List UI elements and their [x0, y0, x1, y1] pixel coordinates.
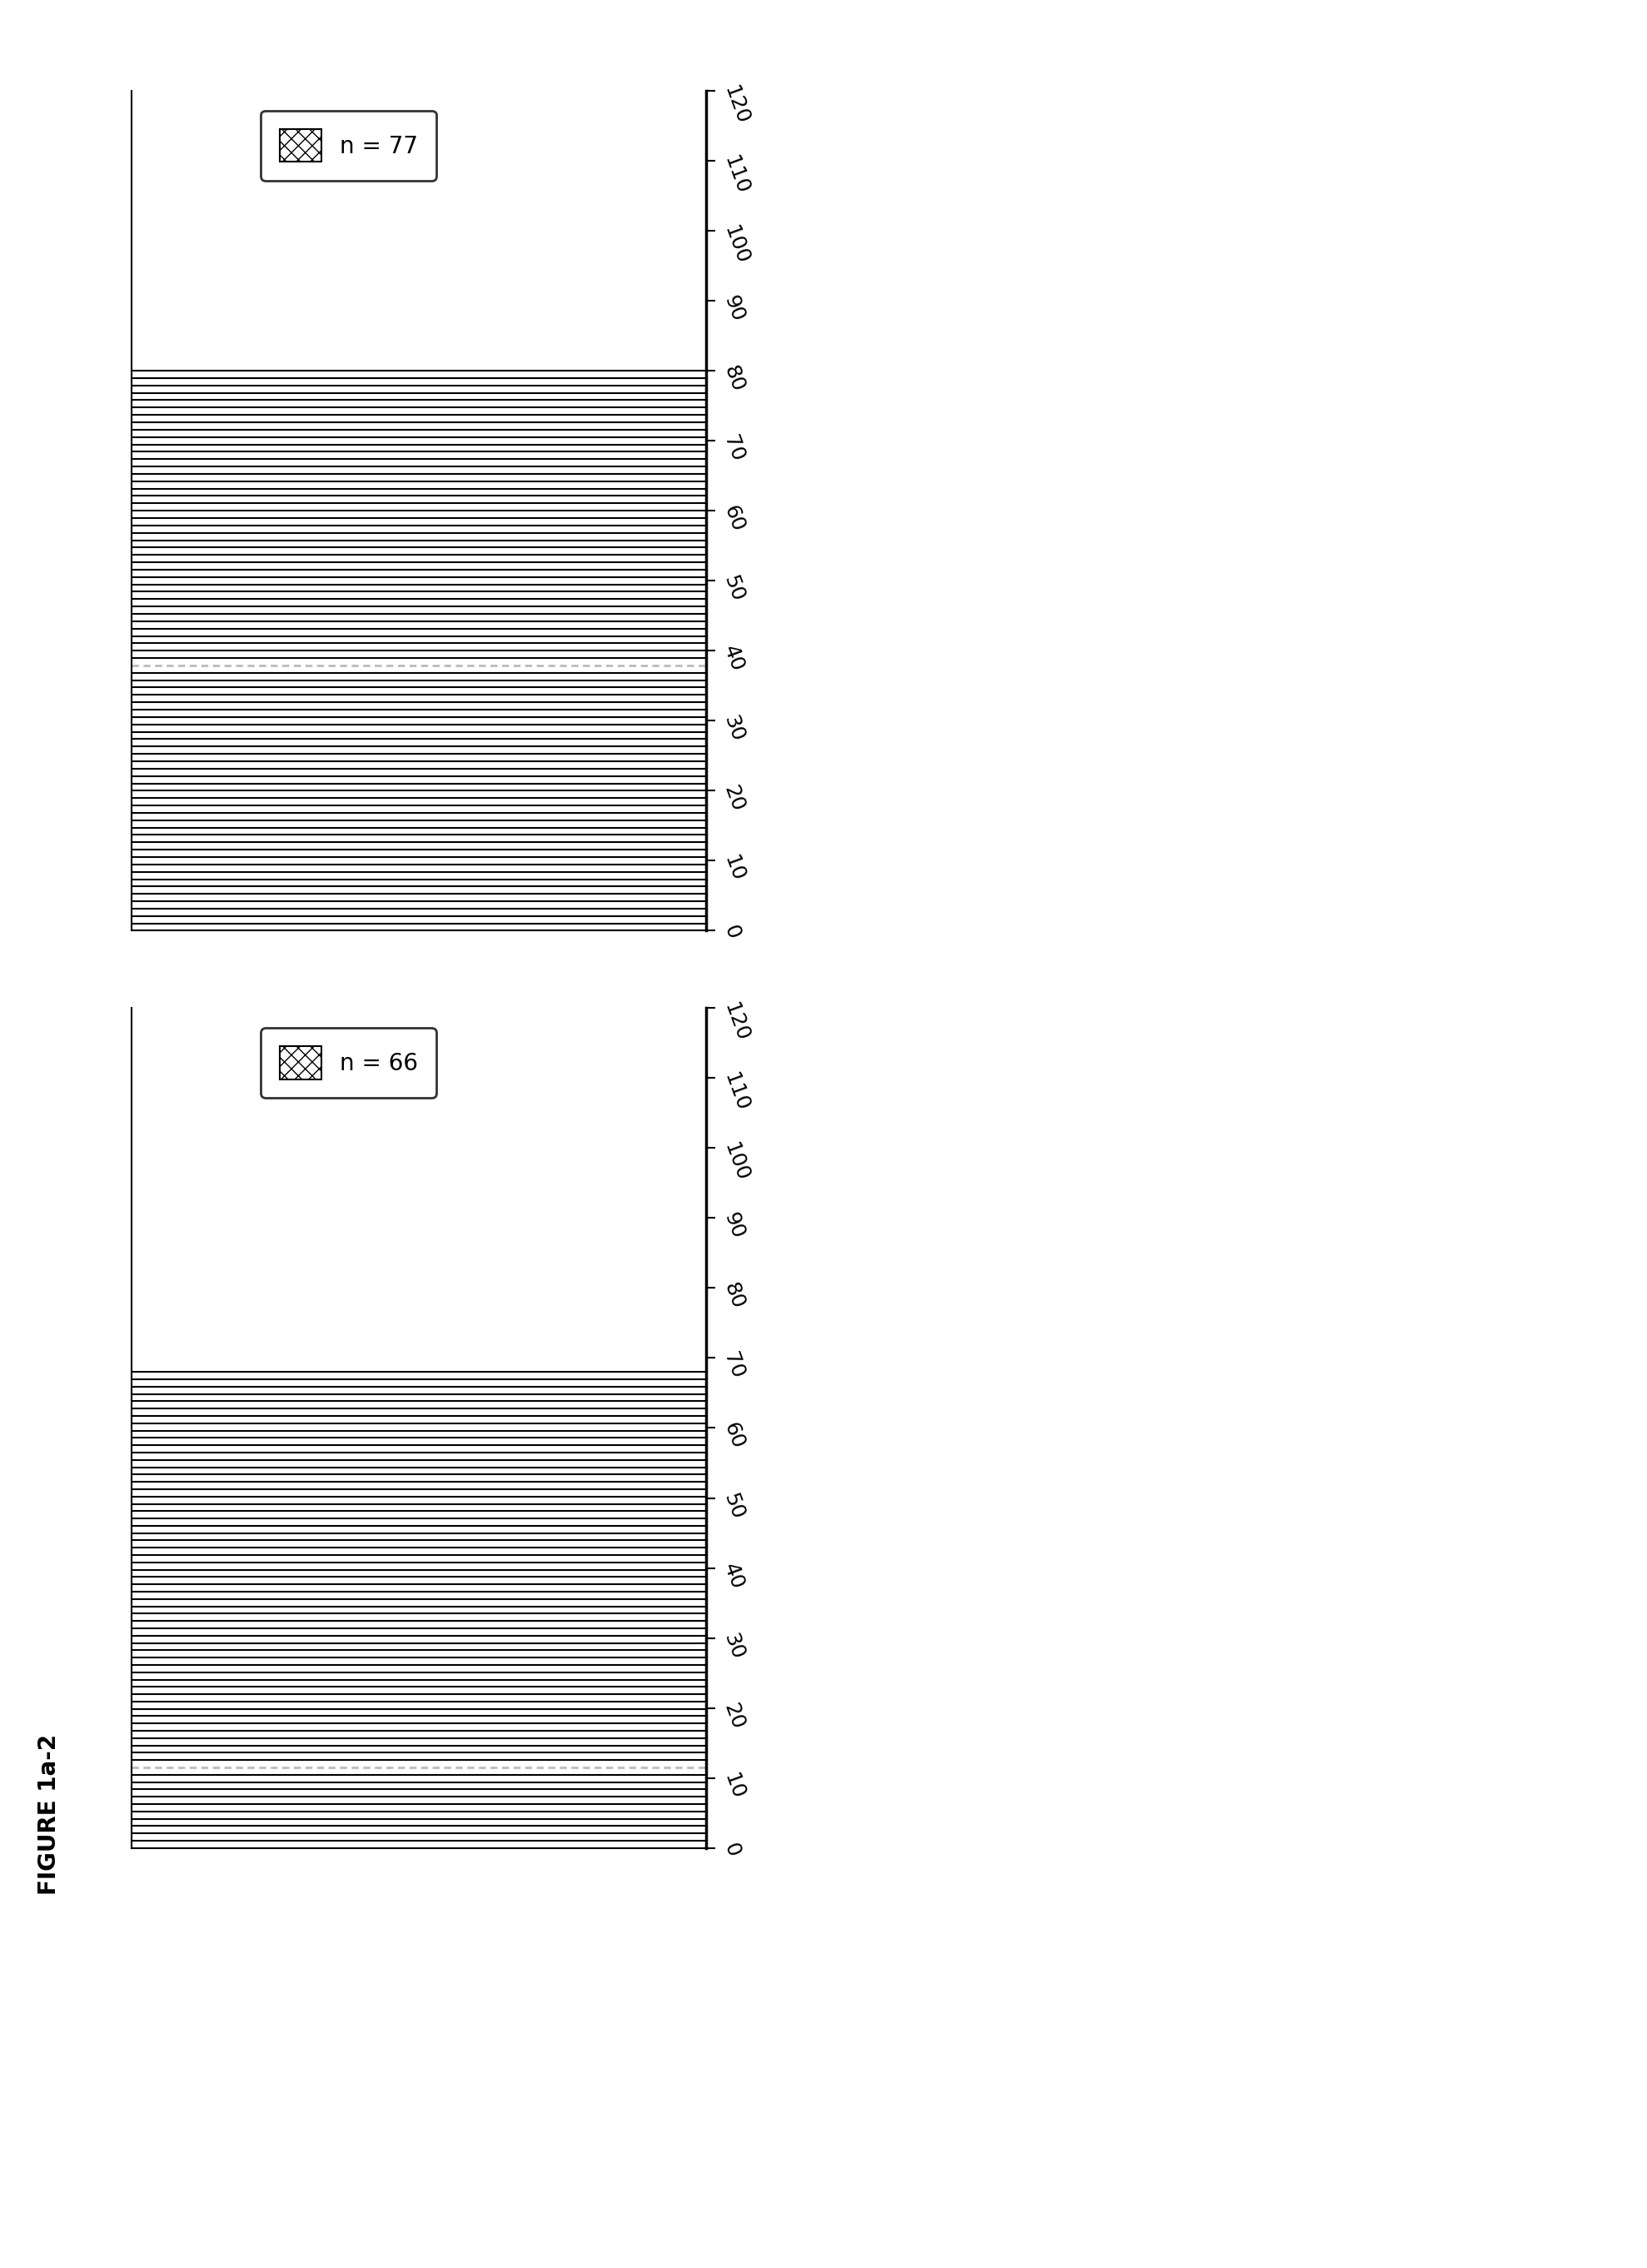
Legend: n = 66: n = 66: [260, 1027, 436, 1098]
Text: FIGURE 1a-2: FIGURE 1a-2: [38, 1735, 61, 1894]
Legend: n = 77: n = 77: [260, 111, 436, 181]
